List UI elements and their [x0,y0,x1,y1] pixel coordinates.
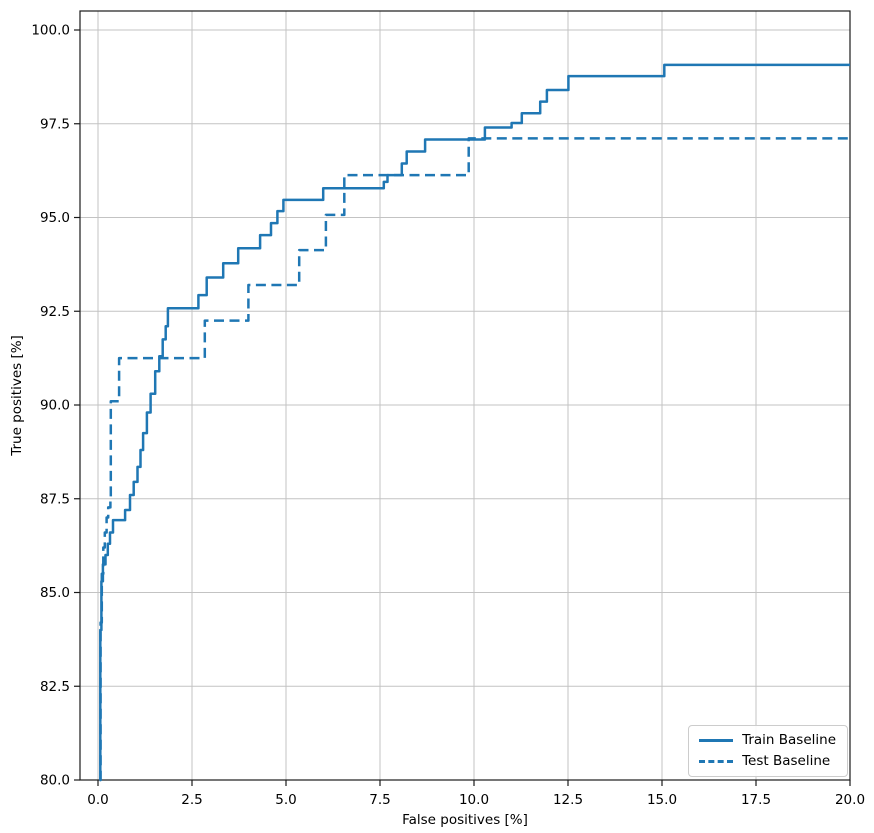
x-tick-label: 7.5 [369,792,390,808]
legend-entry-train: Train Baseline [699,733,836,748]
axes-frame [79,10,851,781]
x-axis-label: False positives [%] [402,812,528,828]
test-line-swatch [699,760,734,764]
legend-entry-test: Test Baseline [699,754,836,769]
test-baseline-line [99,137,850,782]
y-axis-label: True positives [%] [9,335,25,457]
train-line-swatch [699,739,734,743]
x-tick-label: 20.0 [835,792,865,808]
y-tick-label: 92.5 [40,304,70,320]
y-tick-label: 80.0 [40,773,70,789]
y-tick-label: 100.0 [31,23,70,39]
y-tick-label: 85.0 [40,585,70,601]
x-tick-label: 15.0 [647,792,677,808]
y-tick-label: 90.0 [40,398,70,414]
x-tick-label: 12.5 [553,792,583,808]
train-baseline-line [99,63,850,782]
x-tick-label: 17.5 [741,792,771,808]
legend: Train Baseline Test Baseline [688,725,848,777]
x-tick-label: 0.0 [87,792,108,808]
y-tick-label: 95.0 [40,210,70,226]
x-tick-label: 2.5 [181,792,202,808]
legend-label-test: Test Baseline [742,753,831,770]
legend-label-train: Train Baseline [742,732,836,749]
y-tick-label: 82.5 [40,679,70,695]
x-tick-label: 10.0 [459,792,489,808]
x-tick-label: 5.0 [275,792,296,808]
y-tick-label: 97.5 [40,116,70,132]
y-tick-label: 87.5 [40,491,70,507]
